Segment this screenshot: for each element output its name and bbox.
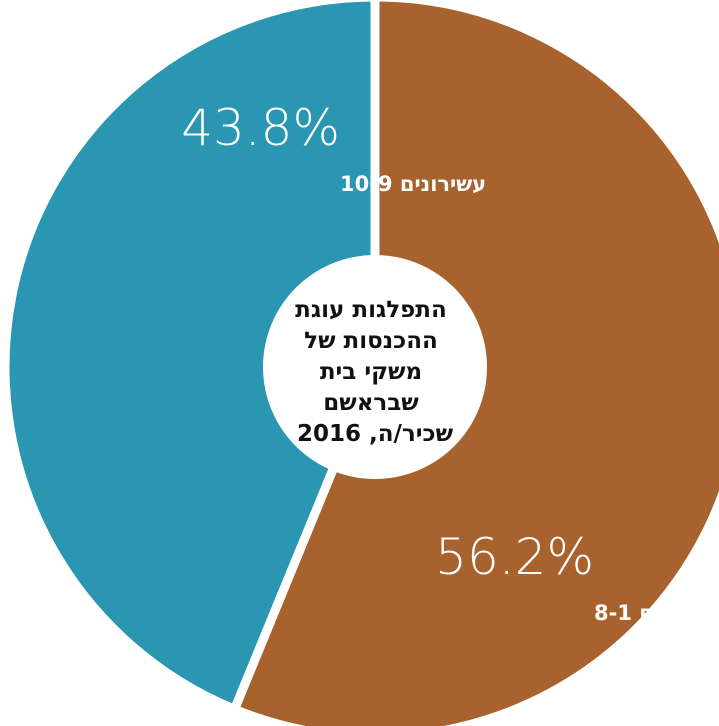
- center-title: התפלגות עוגת ההכנסות של משקי בית שבראשם …: [295, 297, 455, 447]
- center-title-line: ההכנסות של: [304, 328, 438, 354]
- slice-value-label: 43.8%: [181, 99, 340, 157]
- donut-center-hole: [263, 255, 487, 479]
- slice-category-label: עשירונים 10-9: [340, 172, 486, 196]
- slice-category-label: עשירונים 8-1: [594, 601, 719, 625]
- center-title-line: שכיר/ה, 2016: [297, 421, 454, 447]
- center-title-line: משקי בית: [320, 359, 422, 385]
- slice-value-label: 56.2%: [435, 528, 594, 586]
- center-title-line: התפלגות עוגת: [295, 297, 447, 323]
- center-title-line: שבראשם: [323, 390, 419, 416]
- pie-slice: [0, 0, 380, 716]
